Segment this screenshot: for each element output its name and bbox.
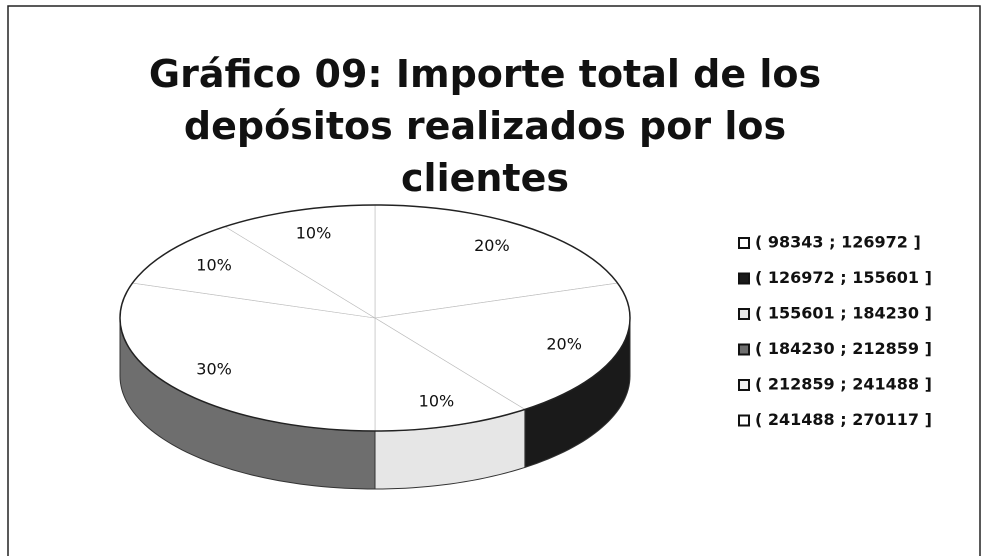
frame: [7, 5, 981, 556]
legend-swatch: [738, 308, 750, 320]
legend-label: ( 184230 ; 212859 ]: [755, 339, 932, 358]
legend-label: ( 155601 ; 184230 ]: [755, 304, 932, 323]
legend-label: ( 241488 ; 270117 ]: [755, 410, 932, 429]
legend-swatch: [738, 414, 750, 427]
data-label: 10%: [419, 391, 455, 410]
legend-swatch: [738, 343, 750, 356]
pie-rim: [119, 204, 631, 432]
legend-label: ( 98343 ; 126972 ]: [755, 233, 921, 252]
legend-swatch: [738, 272, 750, 285]
legend-label: ( 126972 ; 155601 ]: [755, 268, 932, 287]
data-label: 20%: [546, 335, 582, 354]
data-label: 30%: [196, 359, 232, 378]
data-label: 10%: [196, 256, 232, 275]
data-label: 20%: [474, 236, 510, 255]
legend-label: ( 212859 ; 241488 ]: [755, 375, 932, 394]
chart-title: Gráfico 09: Importe total de los depósit…: [148, 52, 822, 200]
legend-swatch: [738, 237, 750, 249]
data-label: 10%: [296, 224, 332, 243]
legend-swatch: [738, 379, 750, 391]
